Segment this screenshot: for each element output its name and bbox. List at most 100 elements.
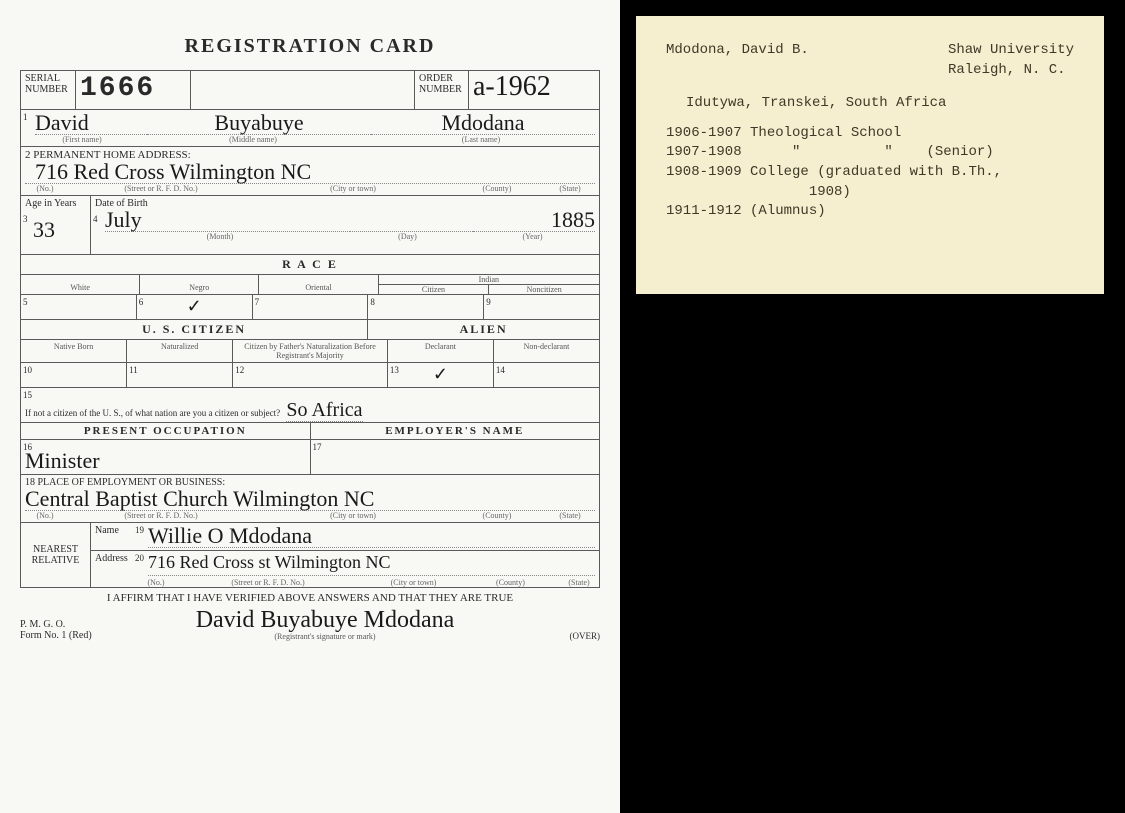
race-header-row: R A C E <box>20 255 600 275</box>
rel-20: 20 <box>135 553 144 576</box>
place-city-label: (City or town) <box>257 511 449 520</box>
place-value: Central Baptist Church Wilmington NC <box>25 488 595 511</box>
dob-day-label: (Day) <box>345 232 470 241</box>
race-header: R A C E <box>21 255 599 274</box>
middle-name: Buyabuye <box>147 112 371 135</box>
place-state-label: (State) <box>545 511 595 520</box>
q15-text: If not a citizen of the U. S., of what n… <box>25 408 280 418</box>
race-5: 5 <box>23 297 28 307</box>
nationality-row: 15 If not a citizen of the U. S., of wha… <box>20 388 600 423</box>
occupation-values-row: 16 Minister 17 <box>20 440 600 475</box>
race-8: 8 <box>370 297 375 307</box>
dob-label: Date of Birth <box>95 198 595 209</box>
rel-name-label: Name <box>95 525 135 548</box>
employment-place-row: 18 PLACE OF EMPLOYMENT OR BUSINESS: Cent… <box>20 475 600 523</box>
cit-native: Native Born <box>25 342 122 351</box>
field-3: 3 <box>23 214 28 224</box>
race-indian: Indian <box>379 275 599 285</box>
serial-order-row: SERIAL NUMBER 1666 ORDER NUMBER a-1962 <box>20 70 600 110</box>
occ-17: 17 <box>313 442 322 452</box>
race-negro: Negro <box>144 277 254 292</box>
citizen-header-row: U. S. CITIZEN ALIEN <box>20 320 600 340</box>
index-line1: 1906-1907 Theological School <box>666 124 1074 144</box>
citizen-values-row: 10 11 12 13✓ 14 <box>20 363 600 388</box>
race-values-row: 5 6✓ 7 8 9 <box>20 295 600 320</box>
middle-name-label: (Middle name) <box>139 135 367 144</box>
alien-header: ALIEN <box>368 320 599 339</box>
name-row: 1 David Buyabuye Mdodana (First name) (M… <box>20 110 600 147</box>
occupation-header: PRESENT OCCUPATION <box>21 423 311 439</box>
index-school-loc: Raleigh, N. C. <box>948 62 1066 78</box>
address-value: 716 Red Cross Wilmington NC <box>25 161 595 184</box>
race-6: 6 <box>139 297 144 307</box>
serial-number: 1666 <box>80 73 155 104</box>
rel-name: Willie O Mdodana <box>148 525 595 548</box>
race-7: 7 <box>255 297 260 307</box>
index-line3b: 1908) <box>666 183 1074 203</box>
nearest-relative-row: NEAREST RELATIVE Name 19 Willie O Mdodan… <box>20 523 600 588</box>
cit-14: 14 <box>496 365 505 375</box>
age-value: 33 <box>25 209 86 241</box>
rel-state-label: (State) <box>559 578 599 587</box>
registration-card: REGISTRATION CARD SERIAL NUMBER 1666 ORD… <box>0 0 620 813</box>
occ-16: 16 <box>23 442 32 452</box>
dob-month: July <box>105 209 350 232</box>
cit-father: Citizen by Father's Naturalization Befor… <box>237 342 383 360</box>
card-title: REGISTRATION CARD <box>20 35 600 58</box>
last-name-label: (Last name) <box>367 135 595 144</box>
age-label: Age in Years <box>25 198 86 209</box>
race-oriental: Oriental <box>263 277 373 292</box>
race-noncitizen: Noncitizen <box>489 285 599 294</box>
field-1: 1 <box>23 112 28 122</box>
order-number: a-1962 <box>473 71 551 102</box>
index-name: Mdodona, David B. <box>666 41 809 80</box>
rel-no-label: (No.) <box>141 578 171 587</box>
first-name-label: (First name) <box>25 135 139 144</box>
rel-city-label: (City or town) <box>365 578 462 587</box>
addr-no-label: (No.) <box>25 184 65 193</box>
index-line4: 1911-1912 (Alumnus) <box>666 202 1074 222</box>
first-name: David <box>35 112 147 135</box>
index-card: Mdodona, David B. Shaw University Raleig… <box>630 10 1110 300</box>
addr-city-label: (City or town) <box>257 184 449 193</box>
cit-12: 12 <box>235 365 244 375</box>
rel-county-label: (County) <box>462 578 559 587</box>
over-label: (OVER) <box>540 631 600 641</box>
cit-nondeclarant: Non-declarant <box>498 342 595 351</box>
form-pmgo: P. M. G. O. <box>20 619 110 630</box>
index-school: Shaw University <box>948 42 1074 58</box>
cit-11: 11 <box>129 365 138 375</box>
field-15: 15 <box>23 390 32 400</box>
last-name: Mdodana <box>371 112 595 135</box>
order-label: ORDER NUMBER <box>419 73 464 95</box>
cit-10: 10 <box>23 365 32 375</box>
nearest-relative-label: NEAREST RELATIVE <box>25 544 86 566</box>
occupation-header-row: PRESENT OCCUPATION EMPLOYER'S NAME <box>20 423 600 440</box>
rel-address: 716 Red Cross st Wilmington NC <box>148 553 595 576</box>
place-no-label: (No.) <box>25 511 65 520</box>
cit-declarant: Declarant <box>392 342 489 351</box>
place-street-label: (Street or R. F. D. No.) <box>65 511 257 520</box>
race-negro-check: ✓ <box>141 297 248 315</box>
employer-header: EMPLOYER'S NAME <box>311 423 600 439</box>
index-line2: 1907-1908 " " (Senior) <box>666 143 1074 163</box>
addr-county-label: (County) <box>449 184 545 193</box>
dob-year: 1885 <box>473 209 596 232</box>
race-labels-row: White Negro Oriental Indian Citizen Nonc… <box>20 275 600 295</box>
citizen-header: U. S. CITIZEN <box>21 320 368 339</box>
addr-street-label: (Street or R. F. D. No.) <box>65 184 257 193</box>
signature: David Buyabuye Mdodana <box>110 608 540 632</box>
alien-declarant-check: ✓ <box>392 365 489 383</box>
age-dob-row: Age in Years 3 33 Date of Birth 4 July 1… <box>20 196 600 255</box>
dob-month-label: (Month) <box>95 232 345 241</box>
place-county-label: (County) <box>449 511 545 520</box>
affirmation-text: I AFFIRM THAT I HAVE VERIFIED ABOVE ANSW… <box>20 588 600 608</box>
index-line3: 1908-1909 College (graduated with B.Th., <box>666 163 1074 183</box>
rel-street-label: (Street or R. F. D. No.) <box>171 578 365 587</box>
cit-13: 13 <box>390 365 399 375</box>
form-no: Form No. 1 (Red) <box>20 630 110 641</box>
address-row: 2 PERMANENT HOME ADDRESS: 716 Red Cross … <box>20 147 600 196</box>
dob-day <box>350 209 473 232</box>
rel-addr-label: Address <box>95 553 135 576</box>
signature-label: (Registrant's signature or mark) <box>110 632 540 641</box>
